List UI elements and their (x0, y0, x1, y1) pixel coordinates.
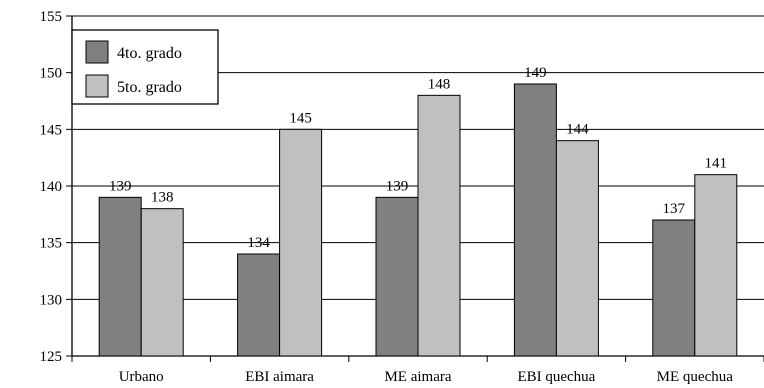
legend-swatch-4to (85, 40, 109, 64)
y-tick-label: 155 (40, 9, 63, 25)
x-tick-label: EBI aimara (245, 369, 314, 385)
y-tick-label: 140 (40, 179, 63, 195)
y-tick-label: 130 (40, 292, 63, 308)
data-label: 137 (663, 201, 686, 217)
y-tick-label: 135 (40, 236, 63, 252)
bar-4to (237, 253, 281, 357)
data-label: 139 (109, 178, 132, 194)
bar-5to (417, 94, 461, 357)
bar-5to (694, 174, 738, 357)
data-label: 134 (247, 235, 270, 251)
y-tick-label: 125 (40, 349, 63, 365)
data-label: 139 (386, 178, 409, 194)
data-label: 141 (705, 156, 728, 172)
legend-label-5to: 5to. grado (117, 79, 182, 96)
data-label: 144 (566, 122, 589, 138)
bars (98, 83, 738, 357)
legend-label-4to: 4to. grado (117, 45, 182, 62)
x-tick-label: ME quechua (657, 369, 734, 385)
legend: 4to. grado 5to. grado (71, 29, 219, 105)
y-tick-label: 150 (40, 66, 63, 82)
bar-5to (279, 128, 323, 357)
bar-5to (140, 208, 184, 357)
data-label: 149 (524, 65, 547, 81)
bar-4to (652, 219, 696, 357)
x-tick-label: Urbano (119, 369, 164, 385)
x-tick-label: EBI quechua (517, 369, 595, 385)
legend-swatch-5to (85, 74, 109, 98)
bar-4to (98, 196, 142, 357)
bar-4to (375, 196, 419, 357)
bar-4to (513, 83, 557, 357)
data-label: 148 (428, 76, 451, 92)
data-labels: 139 134 139 149 137 138 145 148 144 141 (109, 65, 727, 251)
x-tick-label: ME aimara (384, 369, 451, 385)
y-tick-label: 145 (40, 122, 63, 138)
data-label: 138 (151, 190, 174, 206)
data-label: 145 (289, 110, 312, 126)
bar-5to (555, 140, 599, 357)
